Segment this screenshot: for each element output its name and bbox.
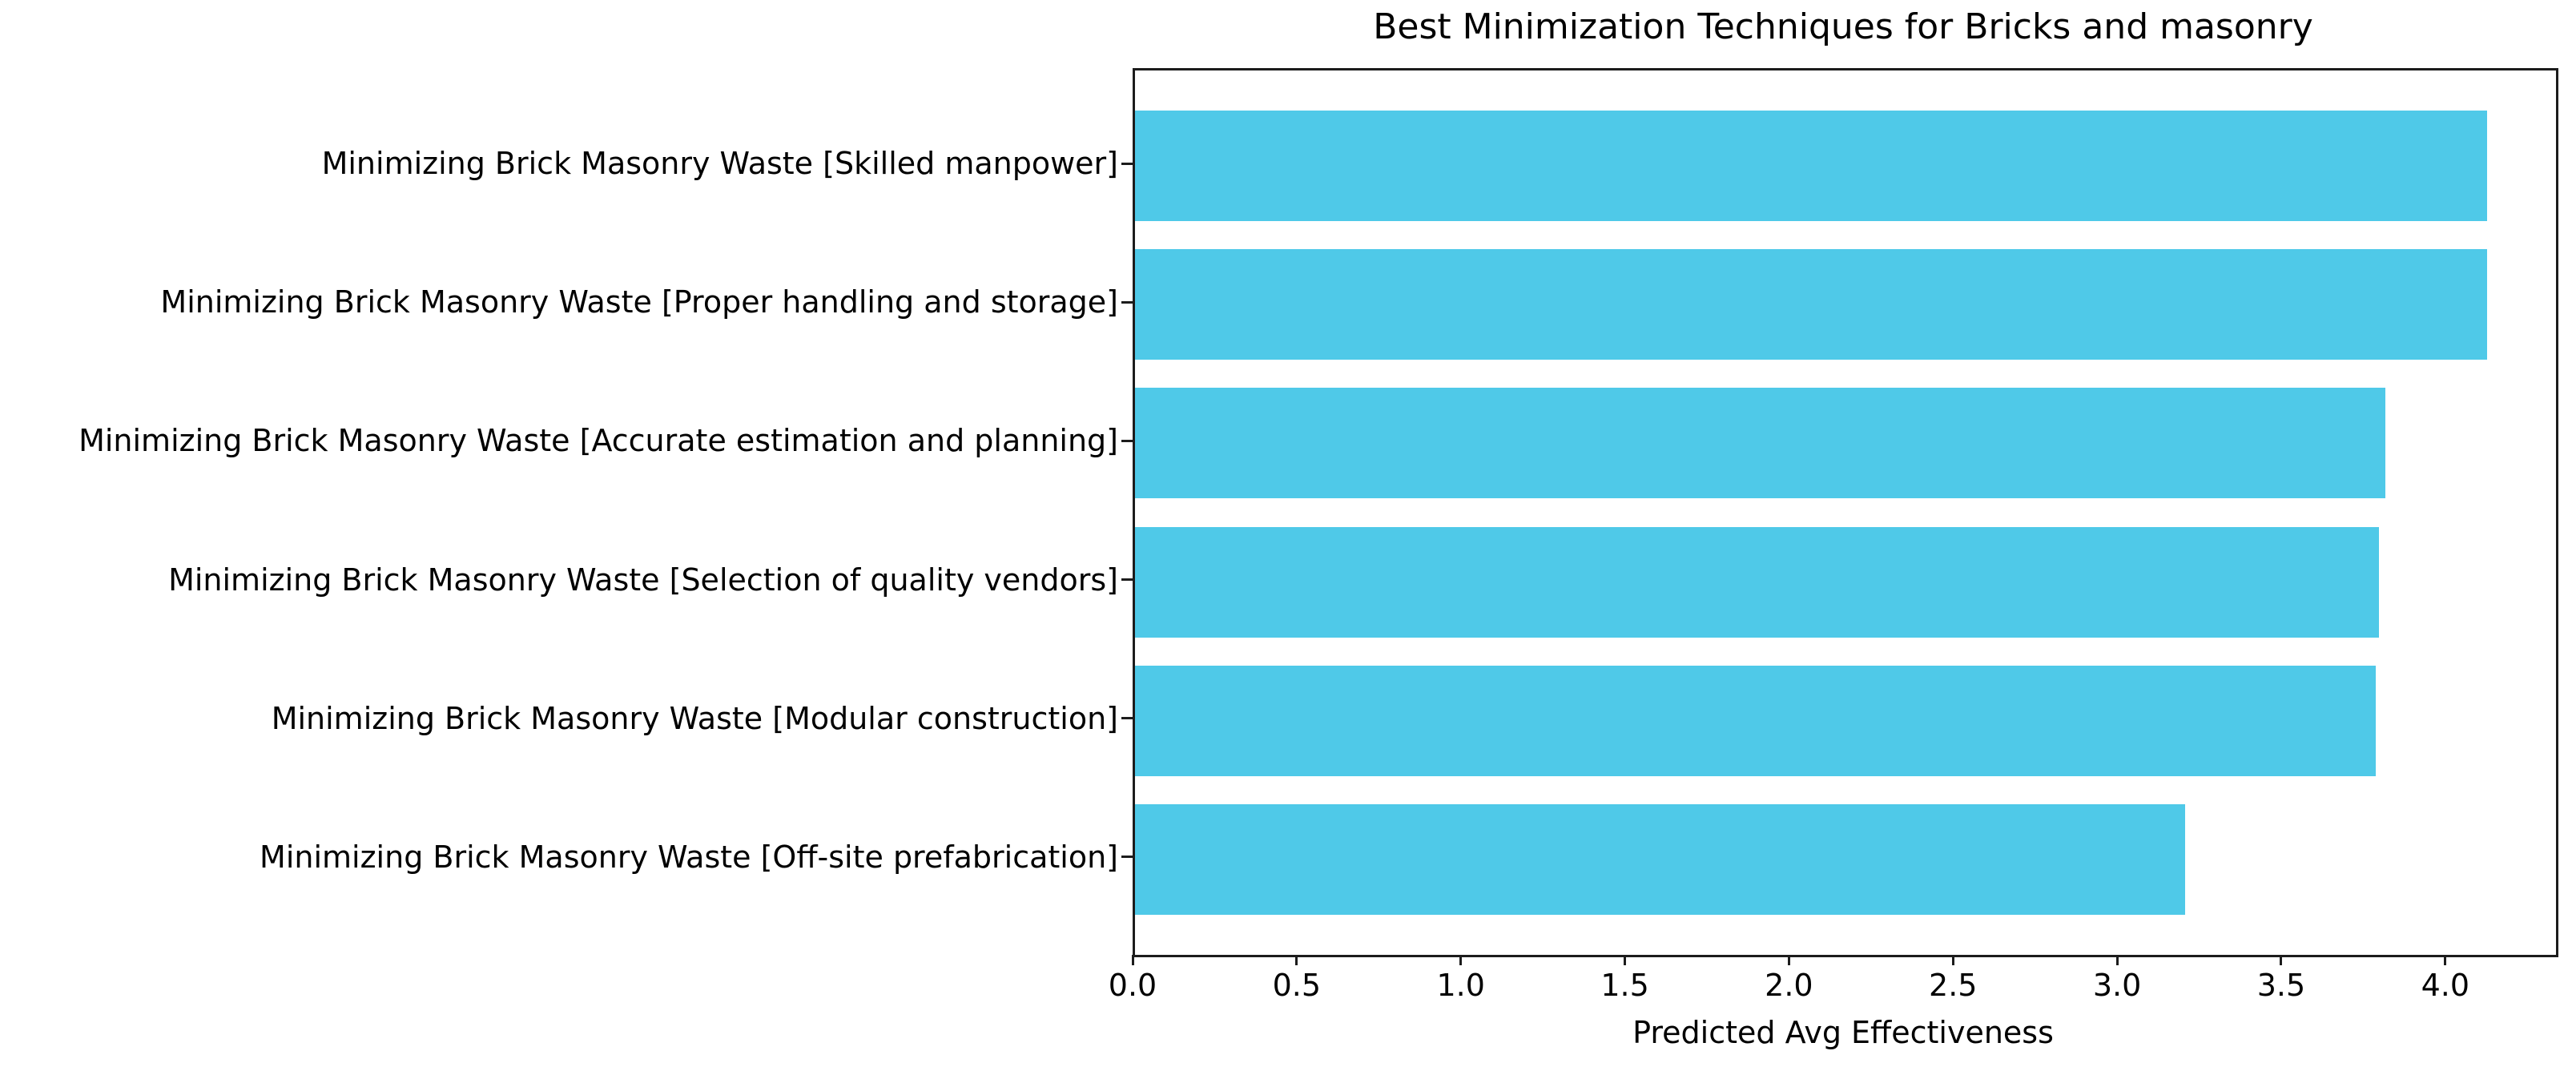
bar — [1135, 249, 2487, 360]
bar — [1135, 665, 2376, 776]
x-axis-tick-label: 1.5 — [1600, 968, 1649, 1003]
x-axis-tick-label: 2.0 — [1765, 968, 1813, 1003]
x-tick-mark — [1131, 955, 1134, 965]
y-axis-tick-label: Minimizing Brick Masonry Waste [Modular … — [271, 700, 1118, 736]
x-axis-tick-label: 0.5 — [1272, 968, 1322, 1003]
x-tick-mark — [1787, 955, 1790, 965]
y-tick-mark — [1121, 856, 1133, 859]
x-axis-tick-label: 2.5 — [1929, 968, 1978, 1003]
x-axis-label: Predicted Avg Effectiveness — [1632, 1015, 2054, 1050]
y-tick-mark — [1121, 717, 1133, 720]
x-tick-mark — [1295, 955, 1298, 965]
y-tick-mark — [1121, 439, 1133, 442]
y-tick-mark — [1121, 300, 1133, 304]
y-axis-tick-label: Minimizing Brick Masonry Waste [Selectio… — [168, 562, 1118, 598]
bar — [1135, 111, 2487, 222]
y-tick-mark — [1121, 162, 1133, 165]
y-axis-tick-label: Minimizing Brick Masonry Waste [Accurate… — [78, 423, 1118, 459]
x-tick-mark — [2115, 955, 2119, 965]
x-axis-tick-label: 1.0 — [1436, 968, 1485, 1003]
bar — [1135, 526, 2379, 638]
bar — [1135, 388, 2385, 499]
bar — [1135, 803, 2185, 915]
x-axis-tick-label: 0.0 — [1108, 968, 1157, 1003]
x-axis-tick-label: 3.5 — [2256, 968, 2306, 1003]
y-tick-mark — [1121, 578, 1133, 582]
x-tick-mark — [1951, 955, 1954, 965]
y-axis-tick-label: Minimizing Brick Masonry Waste [Proper h… — [160, 284, 1118, 320]
chart-title: Best Minimization Techniques for Bricks … — [1373, 6, 2313, 47]
y-axis-tick-label: Minimizing Brick Masonry Waste [Off-site… — [260, 839, 1118, 875]
x-tick-mark — [1459, 955, 1463, 965]
x-tick-mark — [2280, 955, 2283, 965]
x-tick-mark — [1624, 955, 1627, 965]
x-tick-mark — [2444, 955, 2447, 965]
y-axis-tick-label: Minimizing Brick Masonry Waste [Skilled … — [321, 146, 1118, 182]
x-axis-tick-label: 4.0 — [2421, 968, 2470, 1003]
plot-area — [1133, 68, 2558, 957]
x-axis-tick-label: 3.0 — [2092, 968, 2142, 1003]
